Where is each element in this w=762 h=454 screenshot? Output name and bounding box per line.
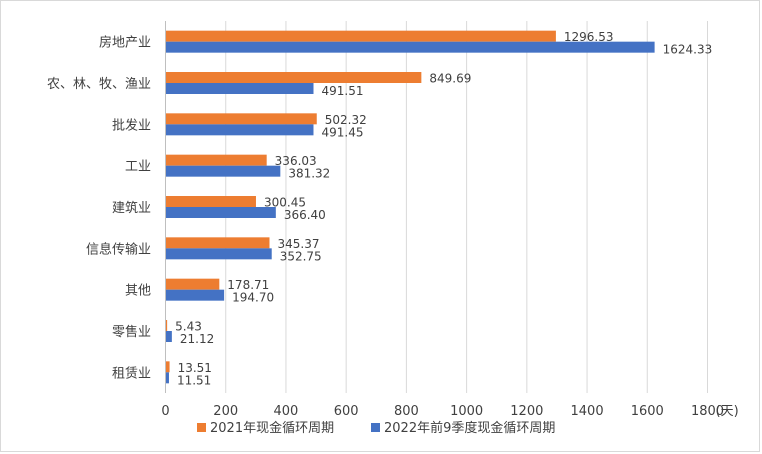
data-label: 352.75 <box>280 249 322 263</box>
bar-2021 <box>165 154 267 166</box>
data-label: 178.71 <box>227 278 269 292</box>
axis-layer: 0 200 400 600 800 1000 1200 1400 1600 1800(天) 房地产业… <box>47 21 739 419</box>
legend-swatch-2022 <box>371 423 380 432</box>
bar-2021 <box>165 237 270 249</box>
category-label: 租赁业 <box>112 366 151 381</box>
category-label: 建筑业 <box>112 200 151 216</box>
data-label: 300.45 <box>264 196 306 210</box>
data-label: 502.32 <box>325 113 367 127</box>
x-axis-unit: (天) <box>716 404 739 419</box>
bar-2022 <box>165 165 281 177</box>
bar-2021 <box>165 113 317 125</box>
legend: 2021年现金循环周期 2022年前9季度现金循环周期 <box>197 420 555 436</box>
category-label: 农、林、牧、渔业 <box>47 77 151 92</box>
data-label: 491.51 <box>321 84 363 98</box>
x-tick-label: 0 <box>161 404 169 419</box>
x-tick-label: 600 <box>334 404 359 419</box>
bar-2021 <box>165 72 422 83</box>
bar-2021 <box>165 320 168 331</box>
legend-label-2021: 2021年现金循环周期 <box>210 420 334 436</box>
x-tick-label: 400 <box>274 404 299 419</box>
legend-swatch-2021 <box>197 423 206 432</box>
bar-2022 <box>165 372 169 384</box>
bar-2022 <box>165 83 314 94</box>
data-label: 1296.53 <box>564 30 614 44</box>
bar-2021 <box>165 278 220 290</box>
data-label: 381.32 <box>288 167 330 181</box>
x-tick-label: 1800 <box>691 404 724 419</box>
data-label: 21.12 <box>180 332 214 346</box>
x-tick-label: 800 <box>394 404 419 419</box>
bar-2021 <box>165 361 170 373</box>
data-label: 849.69 <box>429 72 471 86</box>
data-label: 194.70 <box>232 291 274 305</box>
category-label: 零售业 <box>112 324 151 340</box>
data-label: 11.51 <box>177 373 211 387</box>
bar-2022 <box>165 124 314 136</box>
data-label: 5.43 <box>175 320 202 334</box>
category-label: 批发业 <box>112 117 151 133</box>
bar-2022 <box>165 207 276 218</box>
data-label: 345.37 <box>277 237 319 251</box>
category-label: 工业 <box>125 160 151 175</box>
data-label: 13.51 <box>178 361 212 375</box>
bar-2022 <box>165 331 172 342</box>
x-tick-label: 200 <box>213 404 238 419</box>
data-label: 491.45 <box>321 125 363 139</box>
bar-2022 <box>165 248 272 260</box>
legend-label-2022: 2022年前9季度现金循环周期 <box>384 420 555 436</box>
x-tick-label: 1000 <box>450 404 483 419</box>
bar-2021 <box>165 196 256 207</box>
x-tick-label: 1600 <box>631 404 664 419</box>
bar-2021 <box>165 30 556 42</box>
bar-2022 <box>165 41 655 53</box>
category-label: 其他 <box>125 284 151 299</box>
x-tick-label: 1400 <box>571 404 604 419</box>
x-tick-label: 1200 <box>510 404 543 419</box>
data-label: 366.40 <box>284 208 326 222</box>
bar-2022 <box>165 289 225 301</box>
data-label: 1624.33 <box>663 43 713 57</box>
bar-layer <box>165 30 655 384</box>
data-label: 336.03 <box>275 154 317 168</box>
category-label: 信息传输业 <box>86 241 151 257</box>
category-label: 房地产业 <box>99 35 151 51</box>
